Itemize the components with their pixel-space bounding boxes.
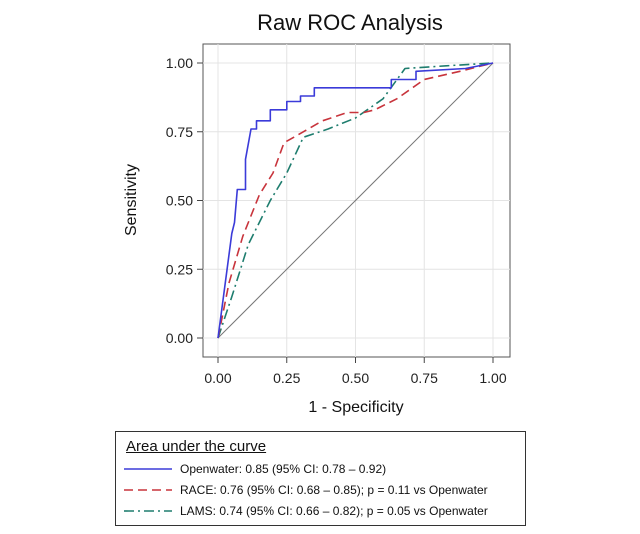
legend-title: Area under the curve [126,438,267,455]
series-line-lams [217,62,494,339]
series-line-race [217,62,494,339]
legend-label-race: RACE: 0.76 (95% CI: 0.68 – 0.85); p = 0.… [180,483,488,497]
series-line-reference [217,62,494,339]
legend-item-openwater: Openwater: 0.85 (95% CI: 0.78 – 0.92) [124,460,386,478]
legend: Area under the curve Openwater: 0.85 (95… [115,431,526,526]
y-tick-label: 0.75 [166,124,193,140]
legend-item-lams: LAMS: 0.74 (95% CI: 0.66 – 0.82); p = 0.… [124,502,488,520]
y-tick-label: 0.25 [166,261,193,277]
legend-label-openwater: Openwater: 0.85 (95% CI: 0.78 – 0.92) [180,462,387,476]
series-layer [217,62,494,339]
x-tick-label: 1.00 [479,370,506,386]
legend-swatch-lams [124,510,172,512]
x-axis-label: 1 - Specificity [308,399,403,416]
x-tick-label: 0.75 [411,370,438,386]
y-tick-label: 0.50 [166,193,193,209]
chart-title: Raw ROC Analysis [257,10,443,35]
x-tick-label: 0.50 [342,370,369,386]
legend-swatch-race [124,489,172,491]
y-tick-label: 0.00 [166,330,193,346]
series-line-openwater [217,62,494,339]
x-tick-label: 0.00 [204,370,231,386]
x-tick-label: 0.25 [273,370,300,386]
y-tick-label: 1.00 [166,55,193,71]
legend-item-race: RACE: 0.76 (95% CI: 0.68 – 0.85); p = 0.… [124,481,488,499]
axes: 0.00 0.25 0.50 0.75 1.00 0.00 0.25 0.50 0.75 1.00 [166,55,507,386]
grid [203,44,510,357]
y-axis-label: Sensitivity [123,164,140,236]
legend-swatch-openwater [124,468,172,470]
roc-chart: Raw ROC Analysis 0.00 0.25 0.50 0.75 1.000.0… [123,10,511,416]
legend-label-lams: LAMS: 0.74 (95% CI: 0.66 – 0.82); p = 0.… [180,504,488,518]
